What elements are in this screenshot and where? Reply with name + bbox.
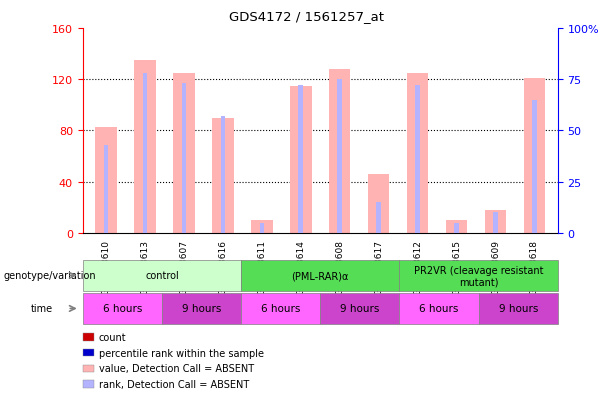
Bar	[400, 293, 479, 324]
Text: value, Detection Call = ABSENT: value, Detection Call = ABSENT	[99, 363, 254, 373]
Text: 9 hours: 9 hours	[340, 304, 379, 314]
Bar	[143, 74, 147, 233]
Text: (PML-RAR)α: (PML-RAR)α	[292, 271, 349, 281]
Bar	[96, 127, 117, 233]
Text: 9 hours: 9 hours	[498, 304, 538, 314]
Bar	[416, 86, 420, 233]
Bar	[368, 175, 389, 233]
Bar	[290, 86, 311, 233]
Bar	[407, 74, 428, 233]
Bar	[241, 293, 320, 324]
Bar	[221, 117, 226, 233]
Bar	[479, 293, 558, 324]
Text: time: time	[31, 304, 53, 314]
Bar	[83, 365, 94, 372]
Bar	[259, 223, 264, 233]
Text: 6 hours: 6 hours	[419, 304, 459, 314]
Text: 9 hours: 9 hours	[182, 304, 221, 314]
Bar	[493, 213, 498, 233]
Bar	[446, 221, 467, 233]
Bar	[83, 293, 162, 324]
Bar	[337, 80, 342, 233]
Text: 6 hours: 6 hours	[261, 304, 300, 314]
Text: control: control	[145, 271, 179, 281]
Bar	[241, 260, 400, 291]
Text: PR2VR (cleavage resistant
mutant): PR2VR (cleavage resistant mutant)	[414, 265, 543, 287]
Bar	[251, 221, 273, 233]
Bar	[134, 61, 156, 233]
Text: percentile rank within the sample: percentile rank within the sample	[99, 348, 264, 358]
Bar	[181, 84, 186, 233]
Bar	[83, 260, 241, 291]
Text: 6 hours: 6 hours	[102, 304, 142, 314]
Text: genotype/variation: genotype/variation	[3, 271, 96, 281]
Bar	[400, 260, 558, 291]
Text: rank, Detection Call = ABSENT: rank, Detection Call = ABSENT	[99, 379, 249, 389]
Bar	[532, 100, 537, 233]
Bar	[299, 86, 303, 233]
Bar	[320, 293, 400, 324]
Bar	[524, 79, 545, 233]
Bar	[485, 210, 506, 233]
Bar	[162, 293, 241, 324]
Bar	[212, 119, 234, 233]
Bar	[83, 333, 94, 341]
Bar	[104, 145, 109, 233]
Text: GDS4172 / 1561257_at: GDS4172 / 1561257_at	[229, 10, 384, 23]
Bar	[83, 380, 94, 388]
Bar	[173, 74, 195, 233]
Bar	[376, 203, 381, 233]
Text: count: count	[99, 332, 126, 342]
Bar	[83, 349, 94, 356]
Bar	[329, 70, 351, 233]
Bar	[454, 223, 459, 233]
